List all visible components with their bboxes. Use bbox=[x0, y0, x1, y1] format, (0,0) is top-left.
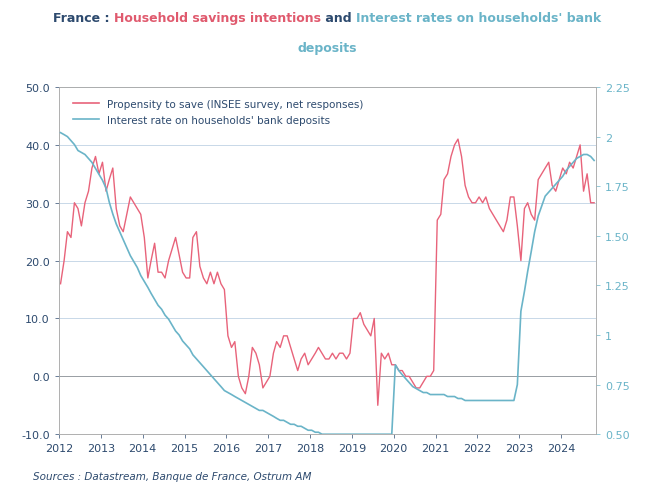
Text: France :: France : bbox=[54, 12, 115, 25]
Legend: Propensity to save (INSEE survey, net responses), Interest rate on households' b: Propensity to save (INSEE survey, net re… bbox=[69, 97, 367, 129]
Text: Interest rates on households' bank: Interest rates on households' bank bbox=[356, 12, 601, 25]
Text: Household savings intentions: Household savings intentions bbox=[115, 12, 322, 25]
Text: Sources : Datastream, Banque de France, Ostrum AM: Sources : Datastream, Banque de France, … bbox=[33, 471, 311, 481]
Text: deposits: deposits bbox=[298, 41, 357, 55]
Text: and: and bbox=[322, 12, 356, 25]
